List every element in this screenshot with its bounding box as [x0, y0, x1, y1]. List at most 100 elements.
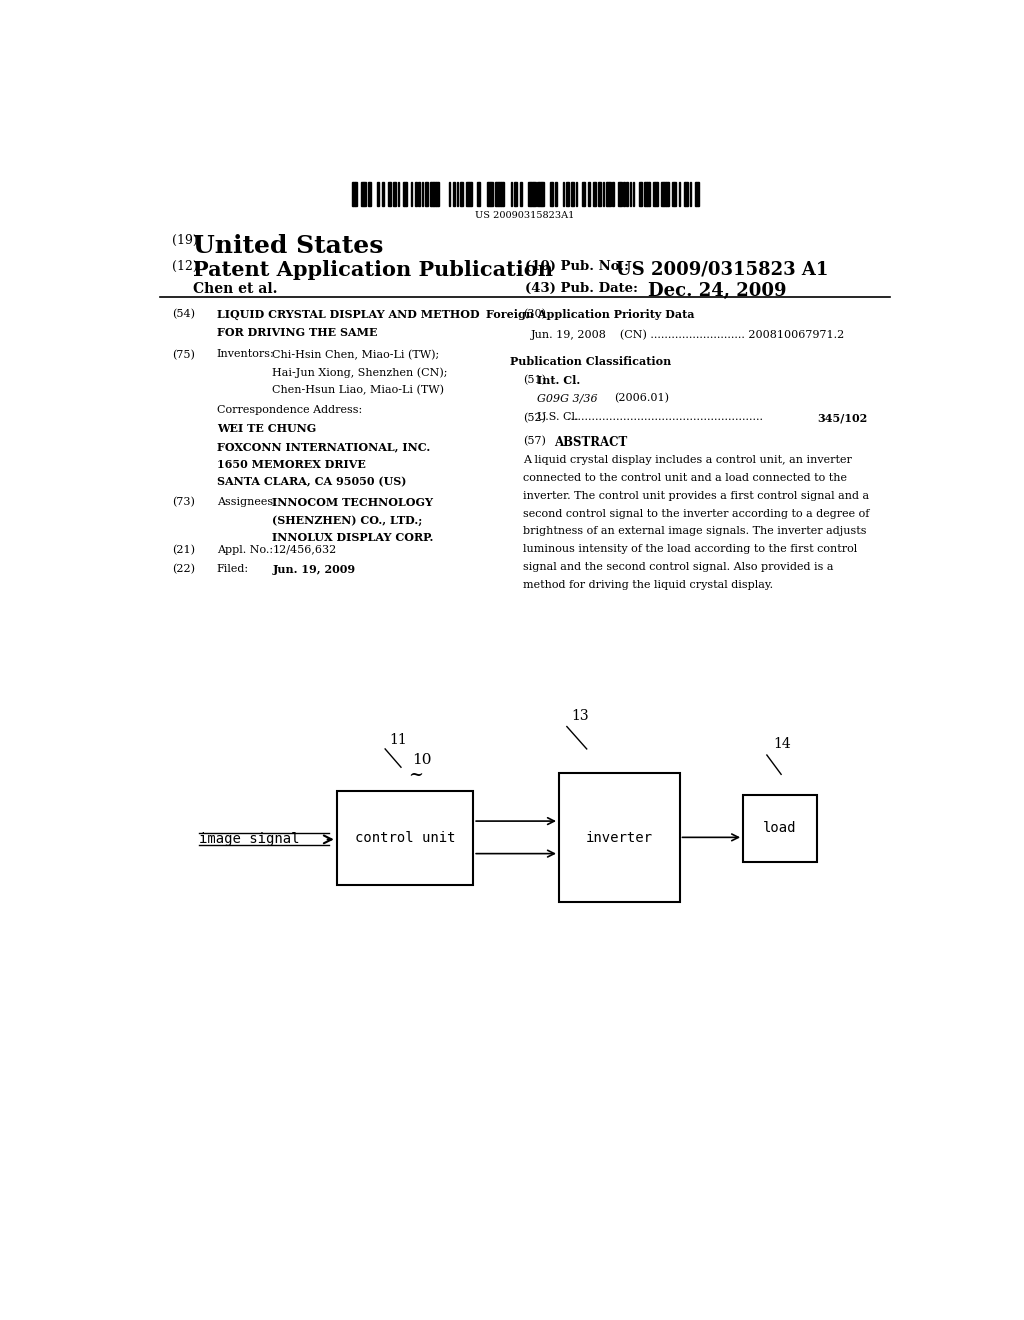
- Bar: [477, 182, 479, 206]
- Bar: [559, 774, 680, 903]
- Bar: [602, 182, 604, 206]
- Text: Foreign Application Priority Data: Foreign Application Priority Data: [486, 309, 695, 319]
- Text: Appl. No.:: Appl. No.:: [217, 545, 273, 554]
- Bar: [541, 182, 543, 206]
- Bar: [595, 182, 596, 206]
- Text: luminous intensity of the load according to the first control: luminous intensity of the load according…: [523, 544, 857, 554]
- Bar: [457, 182, 458, 206]
- Text: US 2009/0315823 A1: US 2009/0315823 A1: [616, 260, 828, 279]
- Bar: [647, 182, 648, 206]
- Text: (19): (19): [172, 234, 198, 247]
- Bar: [488, 182, 489, 206]
- Text: (51): (51): [523, 375, 546, 385]
- Bar: [532, 182, 535, 206]
- Bar: [411, 182, 412, 206]
- Bar: [690, 182, 691, 206]
- Bar: [353, 182, 355, 206]
- Text: inverter: inverter: [586, 830, 652, 845]
- Text: 14: 14: [773, 737, 791, 751]
- Bar: [567, 182, 569, 206]
- Bar: [572, 182, 574, 206]
- Text: Chen-Hsun Liao, Miao-Li (TW): Chen-Hsun Liao, Miao-Li (TW): [272, 385, 444, 396]
- Bar: [687, 182, 688, 206]
- Bar: [370, 182, 371, 206]
- Bar: [520, 182, 521, 206]
- Bar: [685, 182, 687, 206]
- Text: (SHENZHEN) CO., LTD.;: (SHENZHEN) CO., LTD.;: [272, 515, 423, 525]
- Text: Hai-Jun Xiong, Shenzhen (CN);: Hai-Jun Xiong, Shenzhen (CN);: [272, 367, 447, 378]
- Bar: [697, 182, 699, 206]
- Bar: [406, 182, 408, 206]
- Bar: [368, 182, 370, 206]
- Bar: [355, 182, 356, 206]
- Bar: [555, 182, 557, 206]
- Text: method for driving the liquid crystal display.: method for driving the liquid crystal di…: [523, 579, 773, 590]
- Bar: [514, 182, 515, 206]
- Text: United States: United States: [194, 234, 383, 257]
- Text: INNOCOM TECHNOLOGY: INNOCOM TECHNOLOGY: [272, 496, 433, 508]
- Text: load: load: [763, 821, 797, 836]
- Bar: [449, 182, 451, 206]
- Text: FOXCONN INTERNATIONAL, INC.: FOXCONN INTERNATIONAL, INC.: [217, 441, 430, 451]
- Bar: [511, 182, 512, 206]
- Bar: [550, 182, 552, 206]
- Text: (52): (52): [523, 412, 546, 422]
- Text: Dec. 24, 2009: Dec. 24, 2009: [648, 282, 786, 301]
- Text: Chi-Hsin Chen, Miao-Li (TW);: Chi-Hsin Chen, Miao-Li (TW);: [272, 350, 439, 360]
- Bar: [431, 182, 433, 206]
- Bar: [665, 182, 666, 206]
- Text: WEI TE CHUNG: WEI TE CHUNG: [217, 424, 316, 434]
- Bar: [416, 182, 417, 206]
- Bar: [437, 182, 439, 206]
- Text: US 20090315823A1: US 20090315823A1: [475, 211, 574, 220]
- Bar: [679, 182, 680, 206]
- Bar: [639, 182, 641, 206]
- Bar: [644, 182, 645, 206]
- Text: Int. Cl.: Int. Cl.: [538, 375, 581, 385]
- Bar: [668, 182, 670, 206]
- Text: ABSTRACT: ABSTRACT: [554, 436, 628, 449]
- Bar: [552, 182, 553, 206]
- Text: second control signal to the inverter according to a degree of: second control signal to the inverter ac…: [523, 508, 869, 519]
- Bar: [489, 182, 492, 206]
- Bar: [627, 182, 628, 206]
- Bar: [515, 182, 517, 206]
- Bar: [584, 182, 585, 206]
- Bar: [388, 182, 390, 206]
- Text: 345/102: 345/102: [817, 412, 867, 424]
- Bar: [433, 182, 434, 206]
- Bar: [495, 182, 497, 206]
- Text: (21): (21): [172, 545, 195, 554]
- Text: Patent Application Publication: Patent Application Publication: [194, 260, 553, 280]
- Bar: [486, 182, 488, 206]
- Text: Publication Classification: Publication Classification: [510, 355, 672, 367]
- Text: U.S. Cl.: U.S. Cl.: [538, 412, 579, 422]
- Bar: [430, 182, 431, 206]
- Bar: [531, 182, 532, 206]
- Text: G09G 3/36: G09G 3/36: [538, 393, 598, 403]
- Bar: [538, 182, 539, 206]
- Text: 12/456,632: 12/456,632: [272, 545, 337, 554]
- Bar: [648, 182, 650, 206]
- Bar: [479, 182, 480, 206]
- Bar: [434, 182, 436, 206]
- Bar: [570, 182, 572, 206]
- Text: brightness of an external image signals. The inverter adjusts: brightness of an external image signals.…: [523, 527, 866, 536]
- Text: (57): (57): [523, 436, 546, 446]
- Bar: [618, 182, 621, 206]
- Bar: [612, 182, 613, 206]
- Bar: [606, 182, 607, 206]
- Text: signal and the second control signal. Also provided is a: signal and the second control signal. Al…: [523, 562, 834, 572]
- Bar: [663, 182, 665, 206]
- Bar: [500, 182, 501, 206]
- Bar: [630, 182, 631, 206]
- Bar: [535, 182, 536, 206]
- Bar: [404, 182, 406, 206]
- Text: Correspondence Address:: Correspondence Address:: [217, 405, 362, 416]
- Text: ~: ~: [409, 766, 423, 784]
- Bar: [419, 182, 420, 206]
- Bar: [503, 182, 504, 206]
- Text: (2006.01): (2006.01): [614, 393, 670, 404]
- Bar: [575, 182, 578, 206]
- Text: connected to the control unit and a load connected to the: connected to the control unit and a load…: [523, 473, 847, 483]
